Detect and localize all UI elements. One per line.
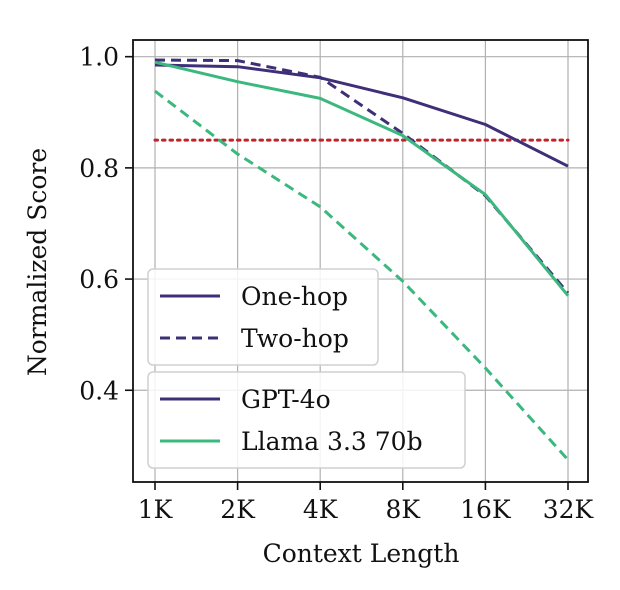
legend-label: GPT-4o	[241, 385, 331, 414]
series-line	[154, 63, 569, 168]
x-tick-label: 4K	[303, 495, 339, 524]
legend-label: Llama 3.3 70b	[241, 427, 423, 456]
x-tick-label: 16K	[460, 495, 512, 524]
axes: 1K 2K 4K 8K 16K 32K 0.4 0.6 0.8 1.0	[79, 39, 595, 524]
plot-frame	[132, 39, 589, 483]
x-tick-label: 32K	[543, 495, 595, 524]
series-line	[154, 60, 570, 297]
series-line	[154, 58, 570, 294]
legend-box: GPT-4o Llama 3.3 70b	[147, 371, 466, 469]
y-tick-label: 1.0	[79, 43, 119, 72]
legend-label: Two-hop	[241, 324, 349, 353]
legend-frame	[147, 371, 466, 469]
series-line	[154, 89, 570, 461]
y-axis-label: Normalized Score	[23, 148, 52, 376]
x-tick-label: 1K	[138, 495, 174, 524]
x-axis-label: Context Length	[263, 539, 460, 568]
legend-label: One-hop	[241, 282, 348, 311]
y-tick-label: 0.6	[79, 265, 119, 294]
y-tick-label: 0.4	[79, 376, 119, 405]
x-tick-label: 8K	[386, 495, 422, 524]
legend-box: One-hop Two-hop	[147, 268, 379, 366]
legends: One-hop Two-hop GPT-4o Llama 3.3 70b	[147, 268, 466, 469]
series-lines	[153, 58, 570, 461]
x-tick-label: 2K	[220, 495, 256, 524]
legend-frame	[147, 268, 379, 366]
y-tick-label: 0.8	[79, 154, 119, 183]
